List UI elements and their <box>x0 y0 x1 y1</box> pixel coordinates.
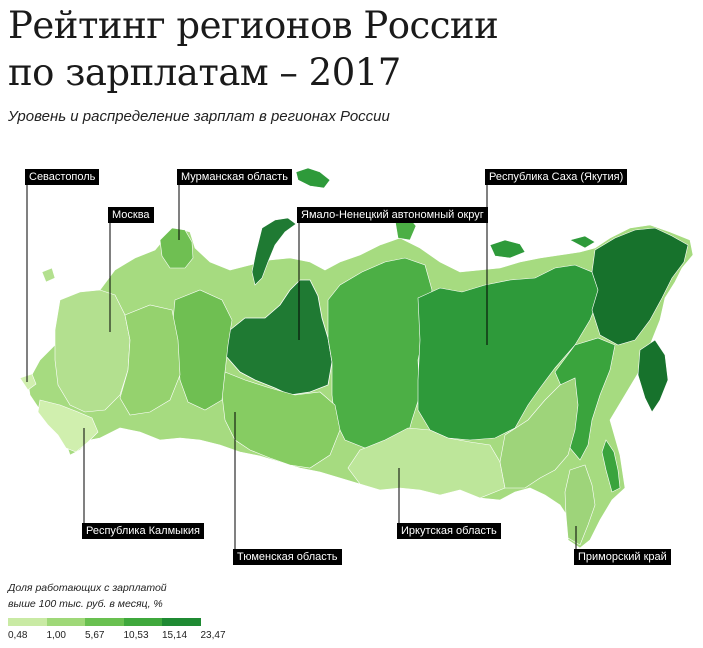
callout-moscow: Москва <box>108 207 154 223</box>
island-novosibirsk <box>489 239 526 259</box>
region-sakhalin <box>601 439 621 493</box>
callout-murmansk: Мурманская область <box>177 169 292 185</box>
legend-swatch-1 <box>8 618 47 626</box>
legend-swatch-3 <box>85 618 124 626</box>
callout-irkutsk: Иркутская область <box>397 523 501 539</box>
russia-map <box>19 167 694 556</box>
legend-swatch-5 <box>162 618 201 626</box>
enclave-kaliningrad <box>41 267 56 283</box>
legend-tick-label: 1,00 <box>46 630 66 641</box>
legend-tick-label: 0,48 <box>8 630 28 641</box>
region-volga <box>119 304 181 416</box>
region-primorsky <box>564 464 596 546</box>
callout-sevastopol: Севастополь <box>25 169 100 185</box>
region-murmansk <box>159 227 194 269</box>
region-south <box>37 399 99 453</box>
callout-kalmykia: Республика Калмыкия <box>82 523 204 539</box>
legend-title-line-1: Доля работающих с зарплатой <box>8 582 167 594</box>
legend-tick-label: 5,67 <box>85 630 105 641</box>
region-amur <box>499 377 579 489</box>
island-wrangel <box>569 235 596 249</box>
legend-title-line-2: выше 100 тыс. руб. в месяц, % <box>8 598 163 610</box>
legend-swatch-2 <box>46 618 85 626</box>
region-kamchatka <box>637 339 669 413</box>
callout-yakutia: Республика Саха (Якутия) <box>485 169 628 185</box>
callout-tyumen: Тюменская область <box>233 549 342 565</box>
subtitle: Уровень и распределение зарплат в регион… <box>8 108 390 125</box>
legend-tick-label: 10,53 <box>123 630 149 641</box>
island-crimea <box>19 373 37 391</box>
region-tyumen <box>221 371 341 469</box>
title-line-2: по зарплатам – 2017 <box>8 51 401 94</box>
callout-primorsky: Приморский край <box>574 549 671 565</box>
legend-title: Доля работающих с зарплатой выше 100 тыс.… <box>8 580 167 612</box>
region-krasnoyarsk <box>327 257 433 456</box>
callout-yamal: Ямало-Ненецкий автономный округ <box>297 207 488 223</box>
legend-tick-label: 23,47 <box>200 630 226 641</box>
island-novaya-zemlya <box>251 217 297 286</box>
legend-swatch-4 <box>123 618 162 626</box>
region-irkutsk <box>347 427 506 499</box>
title-line-1: Рейтинг регионов России <box>8 4 499 47</box>
island-franz-josef <box>295 167 331 189</box>
region-far-east <box>591 227 689 346</box>
legend-tick-label: 15,14 <box>162 630 188 641</box>
region-yakutia <box>417 264 601 441</box>
region-west <box>54 289 131 413</box>
legend-color-scale <box>8 618 201 626</box>
page-title: Рейтинг регионов России по зарплатам – 20… <box>8 2 499 96</box>
